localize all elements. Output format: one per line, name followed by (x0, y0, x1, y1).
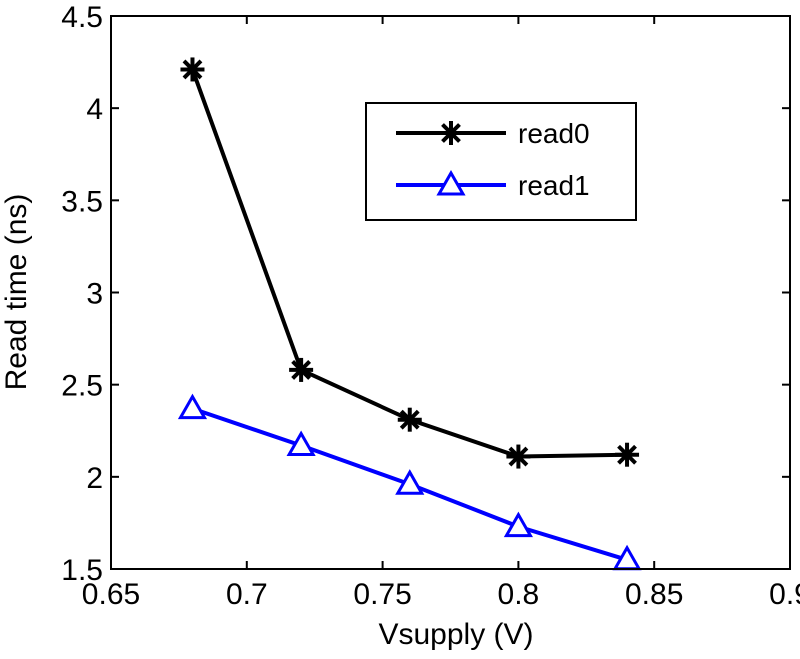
y-tick-label: 1.5 (61, 554, 103, 587)
point-marker (436, 169, 466, 196)
x-tick-label: 0.75 (353, 578, 411, 611)
legend: read0 read1 (365, 102, 637, 221)
point-marker (615, 442, 640, 467)
point-marker (286, 430, 316, 456)
x-tick-label: 0.85 (625, 578, 683, 611)
point-marker (439, 121, 463, 145)
x-tick-label: 0.65 (82, 578, 140, 611)
axes-frame (110, 15, 791, 570)
y-tick-label: 4 (86, 93, 103, 126)
y-tick-label: 3.5 (61, 185, 103, 218)
x-tick-label: 0.9 (769, 578, 800, 611)
point-marker (397, 407, 422, 432)
point-marker (177, 393, 208, 420)
y-tick-label: 2 (86, 462, 103, 495)
point-marker (289, 357, 314, 382)
x-tick-label: 0.7 (226, 578, 268, 611)
plot-area (177, 57, 642, 571)
x-tick-label: 0.8 (498, 578, 540, 611)
legend-label: read0 (518, 118, 590, 149)
point-marker (395, 469, 425, 495)
legend-label: read1 (518, 170, 590, 201)
point-marker (503, 511, 533, 538)
series-read0 (180, 57, 640, 469)
y-tick-label: 4.5 (61, 1, 103, 34)
y-axis-label: Read time (ns) (0, 194, 33, 391)
legend-box (365, 102, 637, 221)
point-marker (506, 444, 531, 469)
legend-entry-read0: read0 (396, 118, 590, 149)
y-tick-label: 3 (86, 278, 103, 311)
x-axis-label: Vsupply (V) (378, 618, 533, 651)
point-marker (180, 57, 205, 82)
legend-entry-read1: read1 (396, 169, 590, 201)
y-tick-label: 2.5 (61, 370, 103, 403)
axes: 0.65 0.7 0.75 0.8 0.85 0.9 1.5 2 2.5 3 3.5 4 4.5 (61, 1, 800, 611)
series-read1 (177, 393, 642, 571)
